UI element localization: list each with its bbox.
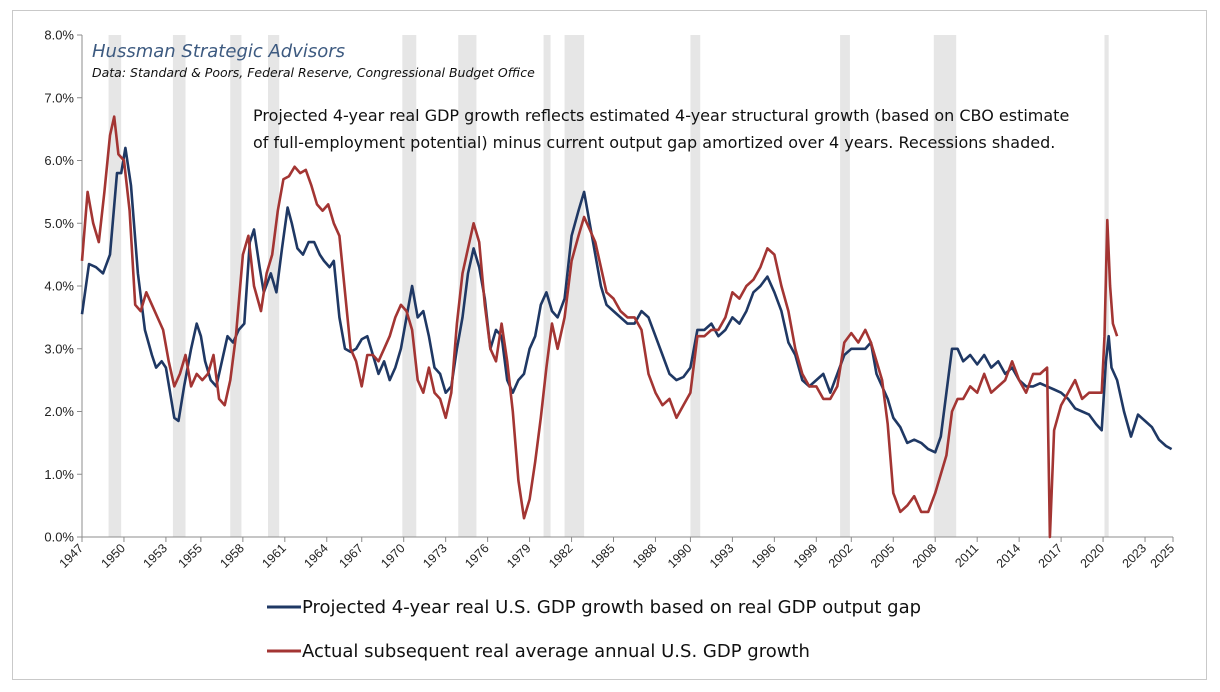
- x-tick-label: 2025: [1148, 541, 1178, 571]
- series-line-projected: [80, 146, 1173, 454]
- chart-svg: 0.0% 1.0% 2.0% 3.0% 4.0% 5.0% 6.0% 7.0% 8.0% 194…: [44, 28, 1178, 663]
- y-tick-label: 4.0%: [44, 279, 74, 294]
- recession-band-0: [108, 35, 122, 537]
- x-tick-labels: 1947 1950 1953 1955 1958 1961 1964 1967 1970 1973…: [57, 537, 1178, 571]
- x-tick-label: 1982: [546, 541, 576, 571]
- x-tick-label: 2017: [1036, 541, 1066, 571]
- x-tick-label: 1953: [140, 541, 170, 571]
- x-tick-label: 2002: [826, 541, 856, 571]
- recession-band-1: [172, 35, 186, 537]
- brand-title: Hussman Strategic Advisors: [92, 41, 345, 62]
- series-line-actual: [80, 115, 1119, 539]
- y-tick-label: 8.0%: [44, 28, 74, 43]
- x-tick-label: 1961: [259, 541, 289, 571]
- legend-label-actual: Actual subsequent real average annual U.…: [302, 641, 810, 662]
- recession-band-2: [230, 35, 242, 537]
- x-tick-label: 1970: [378, 541, 408, 571]
- annotation-line-2: of full-employment potential) minus curr…: [253, 133, 1055, 152]
- x-tick-label: 1950: [99, 541, 129, 571]
- x-tick-label: 2020: [1078, 541, 1108, 571]
- x-tick-label: 1947: [57, 541, 87, 571]
- series-lines: [80, 115, 1173, 539]
- legend-label-projected: Projected 4-year real U.S. GDP growth ba…: [302, 597, 921, 618]
- y-tick-labels: 0.0% 1.0% 2.0% 3.0% 4.0% 5.0% 6.0% 7.0% 8.0%: [44, 28, 82, 545]
- x-tick-label: 2011: [952, 541, 981, 570]
- x-tick-label: 1999: [791, 541, 821, 571]
- legend: Projected 4-year real U.S. GDP growth ba…: [267, 597, 921, 662]
- x-tick-label: 2023: [1120, 541, 1150, 571]
- x-tick-label: 1973: [420, 541, 450, 571]
- y-tick-label: 7.0%: [44, 90, 74, 105]
- x-tick-label: 1990: [665, 541, 695, 571]
- x-tick-label: 2005: [868, 541, 898, 571]
- x-tick-label: 1996: [749, 541, 779, 571]
- x-tick-label: 1993: [707, 541, 737, 571]
- annotation-line-1: Projected 4-year real GDP growth reflect…: [253, 106, 1069, 125]
- recession-band-7: [564, 35, 585, 537]
- recession-band-10: [933, 35, 957, 537]
- y-tick-label: 5.0%: [44, 216, 74, 231]
- y-tick-label: 3.0%: [44, 341, 74, 356]
- data-source-note: Data: Standard & Poors, Federal Reserve,…: [92, 65, 535, 80]
- x-tick-label: 1958: [217, 541, 247, 571]
- y-tick-label: 0.0%: [44, 530, 74, 545]
- y-tick-label: 2.0%: [44, 404, 74, 419]
- x-tick-label: 1988: [630, 541, 660, 571]
- x-tick-label: 1979: [504, 541, 534, 571]
- y-tick-label: 1.0%: [44, 467, 74, 482]
- x-tick-label: 1985: [588, 541, 618, 571]
- chart-frame: 0.0% 1.0% 2.0% 3.0% 4.0% 5.0% 6.0% 7.0% 8.0% 194…: [12, 10, 1207, 680]
- recession-band-6: [543, 35, 551, 537]
- x-tick-label: 2008: [910, 541, 940, 571]
- y-tick-label: 6.0%: [44, 153, 74, 168]
- recession-band-8: [690, 35, 701, 537]
- x-tick-label: 1976: [462, 541, 492, 571]
- x-tick-label: 1964: [301, 541, 331, 571]
- x-tick-label: 2014: [994, 541, 1024, 571]
- recession-band-9: [840, 35, 850, 537]
- x-tick-label: 1955: [175, 541, 205, 571]
- x-tick-label: 1967: [336, 541, 366, 571]
- recession-band-4: [402, 35, 417, 537]
